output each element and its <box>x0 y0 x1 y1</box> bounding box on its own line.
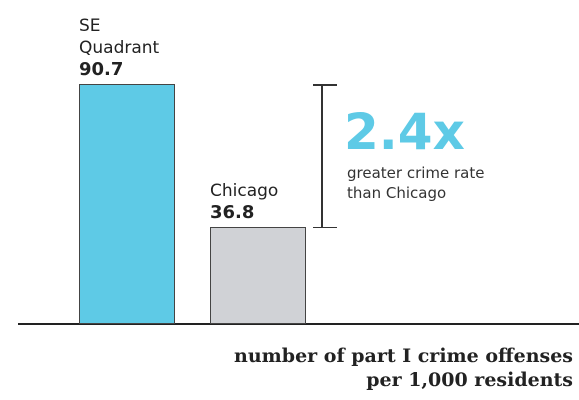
ratio-note: greater crime rate than Chicago <box>347 164 485 202</box>
bar-label: Chicago 36.8 <box>210 180 302 224</box>
category-label: Chicago <box>210 180 279 201</box>
ratio: 2.4x <box>344 103 465 161</box>
bar-label: SE Quadrant 90.7 <box>79 15 171 81</box>
bar <box>210 226 306 324</box>
x-axis-label: number of part I crime offenses per 1,00… <box>234 344 573 392</box>
value-label: 36.8 <box>210 201 255 223</box>
value-label: 90.7 <box>79 59 124 81</box>
bar <box>79 84 175 324</box>
bracket-cap <box>313 84 337 86</box>
category-label: SE Quadrant <box>79 16 160 59</box>
bracket-cap <box>313 226 337 229</box>
x-axis-label-line: number of part I crime offenses <box>234 345 573 367</box>
bracket <box>321 84 323 227</box>
baseline <box>18 323 579 325</box>
x-axis-label-line: per 1,000 residents <box>366 369 573 391</box>
